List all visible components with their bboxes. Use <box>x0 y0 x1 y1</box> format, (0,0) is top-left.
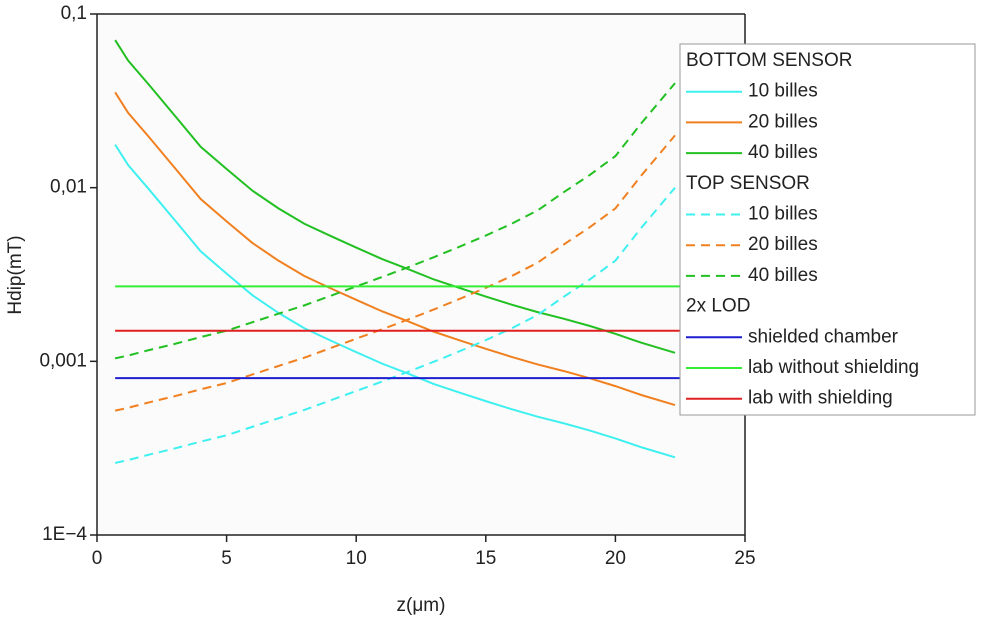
legend-label: 40 billes <box>748 265 818 286</box>
legend-label: 40 billes <box>748 142 818 163</box>
data-line <box>114 144 676 459</box>
x-tick-label: 0 <box>92 548 103 569</box>
x-tick-label: 15 <box>475 548 496 569</box>
data-line <box>114 39 676 354</box>
legend-heading: TOP SENSOR <box>686 173 810 194</box>
legend-label: 10 billes <box>748 81 818 102</box>
legend-heading: 2x LOD <box>686 296 750 317</box>
data-line <box>114 187 676 464</box>
legend-label: 10 billes <box>748 204 818 225</box>
legend-label: 20 billes <box>748 111 818 132</box>
y-axis-label: Hdip(mT) <box>5 235 26 314</box>
x-tick-label: 10 <box>346 548 367 569</box>
legend-box <box>679 43 976 416</box>
legend-label: lab without shielding <box>748 357 919 378</box>
legend-label: shielded chamber <box>748 326 899 347</box>
y-tick-label: 0,1 <box>61 3 87 24</box>
x-tick-label: 5 <box>221 548 232 569</box>
data-line <box>114 82 676 360</box>
y-tick-label: 1E−4 <box>42 524 87 545</box>
x-tick-label: 20 <box>605 548 626 569</box>
x-axis-label: z(μm) <box>397 595 446 616</box>
y-tick-label: 0,01 <box>50 177 87 198</box>
data-line <box>114 91 676 407</box>
legend-heading: BOTTOM SENSOR <box>686 50 852 71</box>
data-line <box>114 134 676 412</box>
x-tick-label: 25 <box>734 548 755 569</box>
legend-label: lab with shielding <box>748 388 893 409</box>
legend-label: 20 billes <box>748 234 818 255</box>
y-tick-label: 0,001 <box>39 350 87 371</box>
